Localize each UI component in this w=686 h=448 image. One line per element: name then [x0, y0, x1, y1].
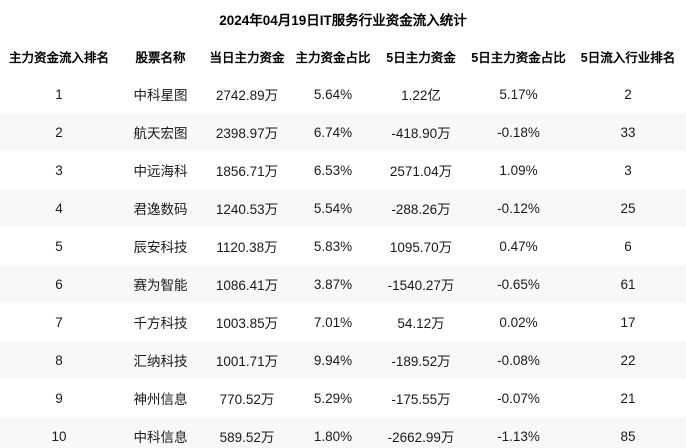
table-body: 1 中科星图 2742.89万 5.64% 1.22亿 5.17% 2 2 航天宏图 2398.9…	[0, 75, 686, 448]
cell-name: 辰安科技	[133, 240, 188, 255]
cell-rank: 2	[55, 124, 63, 140]
cell-rank: 6	[55, 276, 63, 292]
table-row: 3 中远海科 1856.71万 6.53% 2571.04万 1.09% 3	[0, 151, 686, 189]
cell-name: 航天宏图	[133, 126, 188, 141]
table-row: 10 中科信息 589.52万 1.80% -2662.99万 -1.13% 85	[0, 417, 686, 448]
cell-name: 中科信息	[133, 430, 188, 445]
cell-five-day-rank: 17	[620, 314, 636, 330]
cell-main-pct: 5.54%	[313, 200, 353, 216]
cell-main-pct: 1.80%	[313, 428, 353, 444]
cell-five-day-pct: 1.09%	[499, 162, 538, 178]
table-row: 7 千方科技 1003.85万 7.01% 54.12万 0.02% 17	[0, 303, 686, 341]
column-header-5day-main-funds: 5日主力资金	[386, 50, 456, 65]
cell-five-day-main: -175.55万	[391, 392, 451, 407]
cell-today-main: 1240.53万	[215, 202, 279, 217]
table-header-row: 主力资金流入排名 股票名称 当日主力资金 主力资金占比 5日主力资金 5日主力资…	[0, 37, 686, 75]
cell-five-day-pct: -0.12%	[497, 200, 540, 216]
cell-five-day-main: 1.22亿	[401, 88, 441, 103]
cell-main-pct: 6.74%	[313, 124, 353, 140]
cell-five-day-main: -189.52万	[391, 354, 451, 369]
table-row: 1 中科星图 2742.89万 5.64% 1.22亿 5.17% 2	[0, 75, 686, 113]
cell-five-day-main: -418.90万	[391, 126, 451, 141]
cell-five-day-main: 1095.70万	[389, 240, 453, 255]
cell-rank: 3	[55, 162, 63, 178]
cell-five-day-pct: -0.08%	[497, 352, 540, 368]
cell-five-day-pct: 5.17%	[499, 86, 538, 102]
cell-five-day-rank: 33	[620, 124, 636, 140]
cell-main-pct: 5.29%	[313, 390, 353, 406]
table-row: 4 君逸数码 1240.53万 5.54% -288.26万 -0.12% 25	[0, 189, 686, 227]
cell-main-pct: 6.53%	[313, 162, 353, 178]
cell-rank: 1	[55, 86, 63, 102]
cell-rank: 7	[55, 314, 63, 330]
cell-today-main: 1120.38万	[216, 240, 278, 255]
cell-name: 中科星图	[133, 88, 188, 103]
column-header-5day-industry-rank: 5日流入行业排名	[580, 50, 676, 65]
cell-five-day-rank: 6	[624, 238, 632, 254]
cell-rank: 5	[55, 238, 63, 254]
table-row: 9 神州信息 770.52万 5.29% -175.55万 -0.07% 21	[0, 379, 686, 417]
cell-rank: 9	[55, 390, 63, 406]
cell-five-day-main: -2662.99万	[387, 430, 455, 445]
cell-name: 千方科技	[133, 316, 188, 331]
table-row: 2 航天宏图 2398.97万 6.74% -418.90万 -0.18% 33	[0, 113, 686, 151]
cell-name: 赛为智能	[133, 278, 188, 293]
cell-rank: 10	[51, 428, 67, 444]
cell-five-day-pct: -0.07%	[497, 390, 540, 406]
cell-main-pct: 3.87%	[313, 276, 353, 292]
cell-main-pct: 9.94%	[313, 352, 353, 368]
cell-name: 中远海科	[133, 164, 188, 179]
cell-today-main: 770.52万	[219, 392, 275, 407]
cell-five-day-main: 54.12万	[397, 316, 445, 331]
cell-five-day-pct: 0.47%	[499, 238, 538, 254]
cell-five-day-main: -288.26万	[391, 202, 451, 217]
cell-five-day-rank: 61	[620, 276, 636, 292]
cell-today-main: 1086.41万	[215, 278, 279, 293]
column-header-today-main-funds: 当日主力资金	[209, 50, 285, 65]
table-row: 6 赛为智能 1086.41万 3.87% -1540.27万 -0.65% 61	[0, 265, 686, 303]
cell-five-day-rank: 21	[620, 390, 636, 406]
cell-five-day-pct: -1.13%	[497, 428, 540, 444]
cell-five-day-main: -1540.27万	[387, 278, 455, 293]
column-header-main-funds-pct: 主力资金占比	[295, 50, 371, 65]
cell-five-day-pct: -0.65%	[497, 276, 540, 292]
cell-today-main: 2742.89万	[215, 88, 279, 103]
cell-rank: 4	[55, 200, 63, 216]
cell-name: 神州信息	[133, 392, 188, 407]
column-header-main-inflow-rank: 主力资金流入排名	[8, 50, 109, 65]
cell-name: 汇纳科技	[133, 354, 188, 369]
cell-today-main: 589.52万	[219, 430, 275, 445]
column-header-stock-name: 股票名称	[135, 50, 186, 65]
cell-main-pct: 5.64%	[313, 86, 353, 102]
cell-five-day-main: 2571.04万	[389, 164, 453, 179]
cell-five-day-rank: 25	[620, 200, 636, 216]
cell-name: 君逸数码	[133, 202, 188, 217]
cell-today-main: 2398.97万	[215, 126, 279, 141]
cell-five-day-rank: 2	[624, 86, 632, 102]
cell-today-main: 1003.85万	[215, 316, 279, 331]
cell-five-day-pct: 0.02%	[499, 314, 538, 330]
cell-five-day-pct: -0.18%	[497, 124, 540, 140]
cell-rank: 8	[55, 352, 63, 368]
cell-five-day-rank: 85	[620, 428, 636, 444]
table-row: 8 汇纳科技 1001.71万 9.94% -189.52万 -0.08% 22	[0, 341, 686, 379]
cell-five-day-rank: 22	[620, 352, 636, 368]
cell-today-main: 1001.71万	[215, 354, 279, 369]
cell-five-day-rank: 3	[624, 162, 632, 178]
cell-main-pct: 7.01%	[313, 314, 353, 330]
page-title: 2024年04月19日IT服务行业资金流入统计	[219, 12, 467, 28]
cell-today-main: 1856.71万	[215, 164, 279, 179]
cell-main-pct: 5.83%	[313, 238, 353, 254]
table-row: 5 辰安科技 1120.38万 5.83% 1095.70万 0.47% 6	[0, 227, 686, 265]
column-header-5day-main-pct: 5日主力资金占比	[471, 50, 566, 65]
